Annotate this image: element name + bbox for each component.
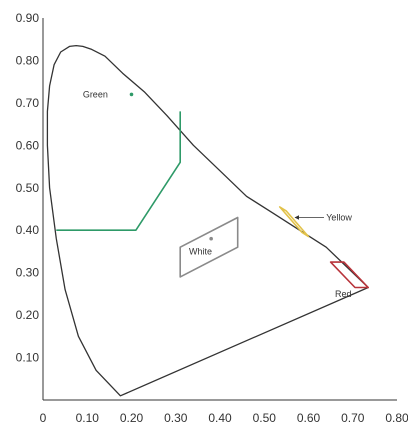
points-layer [129, 92, 213, 241]
white-point [209, 236, 213, 241]
yellow-label: Yellow [326, 212, 352, 222]
x-tick-label: 0.80 [385, 411, 408, 425]
y-tick-label: 0.10 [16, 351, 40, 365]
y-tick-label: 0.30 [16, 266, 40, 280]
y-tick-label: 0.50 [16, 181, 40, 195]
annotation-labels: Green White Yellow Red [83, 89, 353, 298]
x-tick-label: 0.60 [297, 411, 321, 425]
green-point [129, 92, 134, 97]
white-series-line [179, 216, 239, 278]
y-tick-label: 0.40 [16, 223, 40, 237]
red-series-line [329, 261, 370, 289]
yellow-series-line [278, 206, 310, 238]
x-tick-label: 0.30 [164, 411, 188, 425]
x-tick-label: 0.50 [253, 411, 277, 425]
x-tick-label: 0.40 [208, 411, 232, 425]
green-series-line [56, 111, 181, 231]
series-layer [46, 44, 370, 397]
green-label: Green [83, 89, 108, 99]
y-tick-label: 0.70 [16, 96, 40, 110]
white-label: White [189, 246, 212, 256]
locus-series-line [46, 44, 369, 397]
red-label: Red [335, 289, 352, 299]
x-tick-label: 0.70 [341, 411, 365, 425]
y-tick-label: 0.20 [16, 308, 40, 322]
x-tick-labels: 0 0.10 0.20 0.30 0.40 0.50 0.60 0.70 0.80 [40, 411, 408, 425]
x-tick-label: 0 [40, 411, 47, 425]
y-tick-label: 0.80 [16, 53, 40, 67]
axes [42, 18, 397, 401]
x-tick-label: 0.10 [76, 411, 100, 425]
y-tick-labels: 0.10 0.20 0.30 0.40 0.50 0.60 0.70 0.80 0.90 [16, 11, 40, 365]
x-tick-label: 0.20 [120, 411, 144, 425]
y-tick-label: 0.60 [16, 138, 40, 152]
y-tick-label: 0.90 [16, 11, 40, 25]
